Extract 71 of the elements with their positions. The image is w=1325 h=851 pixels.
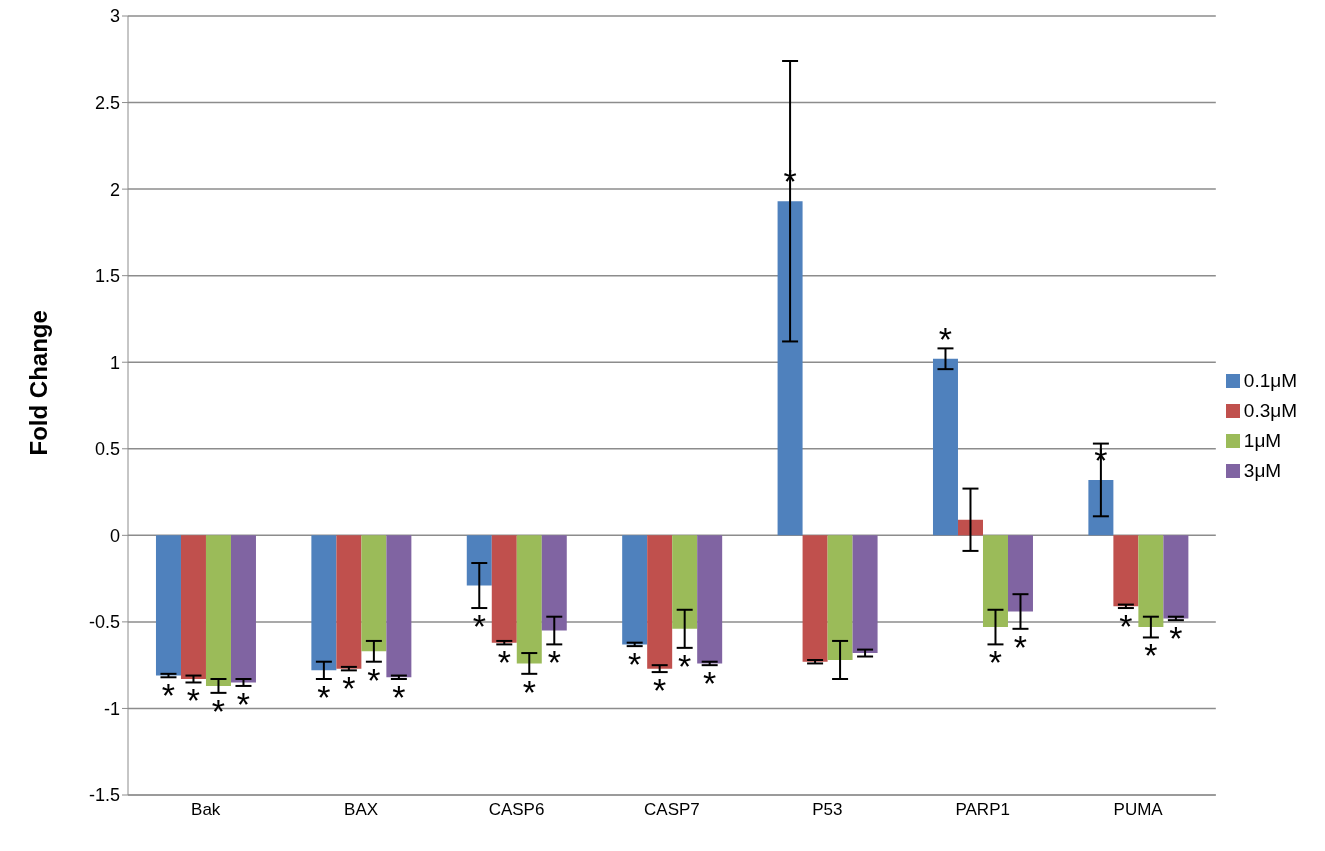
data-label: * [472, 607, 486, 646]
legend-label: 3μM [1243, 459, 1282, 481]
data-label: * [547, 643, 561, 682]
legend-label: 0.1μM [1243, 369, 1297, 391]
bar [361, 535, 387, 652]
data-label: * [161, 676, 176, 715]
bar [777, 201, 803, 536]
bar [622, 535, 648, 645]
data-label: * [1013, 627, 1028, 666]
x-tick-label: PUMA [1113, 800, 1164, 820]
bar [230, 535, 256, 683]
data-label: * [703, 664, 717, 703]
bar [672, 535, 698, 629]
y-tick-label: 1.5 [94, 266, 120, 287]
legend-label: 0.3μM [1243, 399, 1297, 421]
y-axis-title: Fold Change [24, 310, 52, 456]
bar [1007, 535, 1033, 612]
y-tick-label: 2 [109, 179, 120, 200]
y-tick-label: 0 [109, 525, 120, 546]
data-label: * [678, 646, 692, 685]
data-label: * [653, 671, 667, 710]
y-tick-label: -1 [103, 698, 120, 719]
data-label: * [1144, 636, 1158, 675]
bar [852, 535, 878, 654]
data-label: * [186, 681, 201, 720]
x-tick-label: CASP7 [644, 800, 700, 820]
bar [1163, 535, 1189, 619]
data-label: * [1169, 619, 1183, 658]
y-tick-label: 0.5 [94, 439, 120, 460]
bar [827, 535, 853, 660]
bar [180, 535, 206, 680]
x-tick-label: Bak [191, 800, 221, 820]
bar [336, 535, 362, 669]
bar [466, 535, 492, 586]
bar [155, 535, 181, 676]
data-label: * [522, 672, 536, 711]
data-label: * [1119, 607, 1133, 646]
data-label: * [236, 684, 251, 723]
bar [932, 358, 958, 536]
x-tick-label: PARP1 [955, 800, 1010, 820]
bar [1113, 535, 1139, 607]
y-tick-label: 3 [109, 6, 120, 27]
bar [982, 535, 1008, 628]
bar [697, 535, 723, 664]
bar [541, 535, 567, 631]
y-tick-label: -0.5 [88, 612, 120, 633]
bar [311, 535, 337, 671]
x-tick-label: CASP6 [488, 800, 545, 820]
y-tick-label: 1 [109, 352, 120, 373]
bar [205, 535, 231, 686]
bar [802, 535, 828, 662]
data-label: * [367, 660, 381, 699]
data-label: * [938, 319, 953, 358]
y-tick-label: 2.5 [94, 92, 120, 113]
bar [491, 535, 517, 643]
data-label: * [342, 669, 356, 708]
data-label: * [392, 678, 406, 717]
data-label: * [988, 643, 1003, 682]
data-label: * [211, 691, 226, 730]
x-tick-label: P53 [812, 800, 843, 820]
data-label: * [317, 678, 331, 717]
bar [647, 535, 673, 669]
bar [516, 535, 542, 664]
y-tick-label: -1.5 [88, 785, 120, 806]
bar [1088, 479, 1114, 536]
data-label: * [628, 645, 642, 684]
bar [1138, 535, 1164, 628]
legend-label: 1μM [1243, 429, 1282, 451]
bar [386, 535, 412, 678]
data-label: * [497, 643, 511, 682]
x-tick-label: BAX [344, 800, 379, 820]
